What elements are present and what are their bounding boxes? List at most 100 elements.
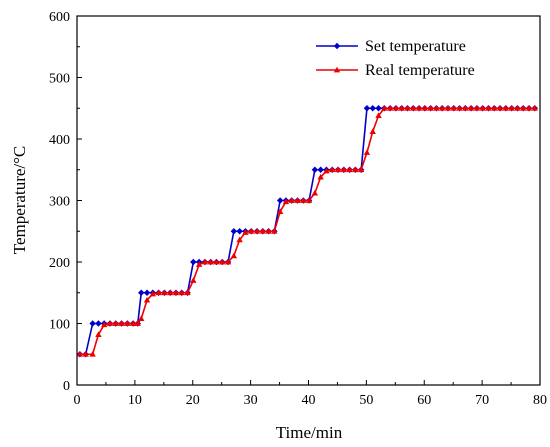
y-axis-label: Temperature/°C (10, 146, 29, 255)
y-axis: 0 100 200 300 400 500 600 (49, 10, 82, 394)
data-point (178, 289, 185, 296)
data-point (450, 105, 457, 111)
y-tick-label: 0 (63, 379, 70, 394)
legend-swatch-marker (333, 42, 341, 50)
data-point (520, 105, 527, 111)
x-tick-label: 10 (128, 393, 142, 408)
data-point (496, 105, 504, 111)
data-point (89, 351, 96, 357)
data-point (398, 105, 405, 111)
data-point (369, 105, 376, 112)
data-point (317, 173, 324, 180)
data-point (329, 166, 336, 173)
data-point (143, 289, 151, 296)
data-point (323, 167, 330, 174)
data-point (172, 289, 180, 296)
data-point (473, 105, 481, 111)
y-tick-label: 600 (49, 10, 70, 25)
legend: Set temperature Real temperature (316, 38, 475, 79)
data-point (112, 320, 119, 326)
data-point (363, 105, 371, 112)
y-tick-label: 200 (49, 256, 70, 271)
data-point (317, 166, 324, 173)
data-point (95, 331, 102, 337)
data-point (421, 105, 429, 111)
data-point (531, 105, 538, 111)
data-point (82, 351, 89, 357)
data-point (282, 198, 290, 205)
x-tick-label: 0 (74, 393, 81, 408)
data-point (300, 197, 307, 203)
data-point (89, 320, 96, 327)
data-point (352, 166, 359, 173)
data-point (276, 208, 284, 214)
data-point (467, 105, 475, 111)
data-point (76, 351, 84, 357)
data-point (134, 320, 141, 326)
data-point (190, 277, 197, 283)
data-point (149, 290, 157, 297)
data-point (381, 105, 388, 111)
data-point (138, 289, 145, 296)
data-point (288, 197, 295, 203)
data-point (462, 105, 469, 111)
x-tick-label: 40 (302, 393, 316, 408)
data-point (305, 197, 313, 203)
data-point (230, 228, 238, 235)
data-point (514, 105, 521, 111)
x-tick-label: 60 (417, 393, 431, 408)
data-point (161, 289, 168, 296)
data-point (433, 105, 440, 111)
x-axis-label: Time/min (276, 423, 343, 442)
x-tick-label: 70 (475, 393, 489, 408)
legend-label: Set temperature (365, 38, 466, 55)
data-point (184, 289, 191, 296)
data-point (190, 258, 197, 266)
data-point (456, 105, 463, 111)
y-tick-label: 300 (49, 195, 70, 210)
x-tick-label: 20 (186, 393, 200, 408)
legend-swatch-marker (333, 66, 341, 73)
data-point (311, 189, 319, 196)
data-point (207, 258, 214, 265)
y-tick-label: 100 (49, 318, 70, 333)
data-point (253, 228, 261, 234)
data-point (236, 236, 243, 243)
data-point (485, 105, 492, 111)
data-point (236, 228, 243, 235)
data-point (410, 105, 417, 111)
data-point (491, 105, 498, 111)
data-point (155, 289, 162, 296)
data-point (242, 229, 249, 235)
data-point (143, 296, 151, 303)
data-point (259, 228, 266, 234)
legend-label: Real temperature (365, 62, 475, 79)
y-tick-label: 400 (49, 133, 70, 148)
data-point (386, 105, 394, 111)
data-point (213, 258, 220, 265)
data-point (106, 320, 114, 326)
data-point (479, 105, 486, 111)
data-point (375, 112, 382, 119)
data-point (444, 105, 452, 111)
data-point (392, 105, 400, 111)
series-line (79, 107, 535, 356)
data-point (138, 315, 145, 321)
data-point (271, 228, 278, 234)
data-point (166, 289, 174, 296)
data-point (101, 321, 108, 328)
data-point (95, 320, 102, 327)
data-point (195, 261, 203, 267)
data-point (525, 105, 533, 111)
x-axis: 0 10 20 30 40 50 60 70 80 (74, 380, 547, 408)
data-point (129, 320, 137, 326)
series-real-temperature (76, 105, 538, 357)
data-point (118, 320, 125, 326)
data-point (508, 105, 515, 111)
data-point (340, 166, 348, 173)
data-point (265, 228, 272, 234)
data-point (224, 258, 232, 265)
data-point (369, 128, 376, 135)
data-point (124, 320, 131, 326)
